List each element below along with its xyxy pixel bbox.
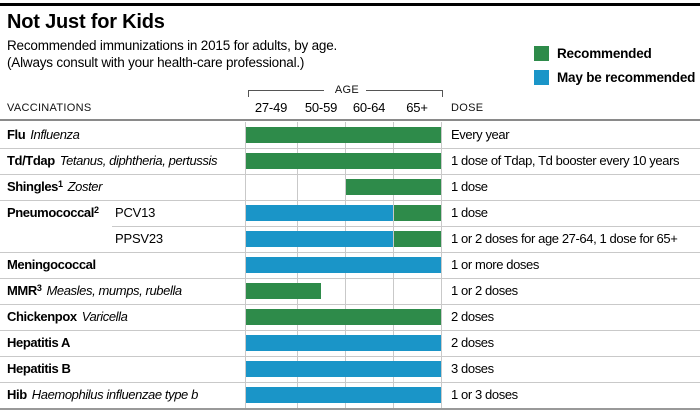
row-separator xyxy=(0,252,700,253)
dose-text: 1 or more doses xyxy=(451,257,539,272)
bottom-rule xyxy=(0,408,700,410)
vaccine-row-label: Hib Haemophilus influenzae type b xyxy=(0,382,244,408)
vaccine-scientific-name: Measles, mumps, rubella xyxy=(46,283,182,298)
may-be-recommended-bar xyxy=(246,361,441,377)
vaccine-name: Hepatitis B xyxy=(7,361,71,376)
row-separator xyxy=(0,148,700,149)
vaccinations-column-header: VACCINATIONS xyxy=(7,102,92,114)
dose-text: 1 or 3 doses xyxy=(451,387,518,402)
dose-text: 1 dose xyxy=(451,179,488,194)
header-separator xyxy=(0,119,700,121)
footnote-marker: 3 xyxy=(36,283,42,293)
vaccine-name: Shingles1 xyxy=(7,179,63,194)
dose-text: Every year xyxy=(451,127,510,142)
vaccine-scientific-name: Influenza xyxy=(30,127,80,142)
dose-text: 1 or 2 doses for age 27-64, 1 dose for 6… xyxy=(451,231,678,246)
may-be-recommended-color-swatch xyxy=(534,69,549,85)
row-separator xyxy=(0,382,700,383)
row-separator xyxy=(0,174,700,175)
vaccine-row-label: Td/Tdap Tetanus, diphtheria, pertussis xyxy=(0,148,244,174)
vaccine-row-label: Hepatitis B xyxy=(0,356,244,382)
legend: Recommended May be recommended xyxy=(534,44,695,92)
vaccine-row-label: MMR3 Measles, mumps, rubella xyxy=(0,278,244,304)
dose-column-header: DOSE xyxy=(451,102,484,114)
vaccine-sub-type-label: PCV13 xyxy=(115,205,156,220)
age-column-label: 60-64 xyxy=(352,100,386,115)
row-separator xyxy=(0,356,700,357)
age-column-label: 27-49 xyxy=(254,100,288,115)
vaccine-name: Meningococcal xyxy=(7,257,96,272)
top-rule xyxy=(0,3,700,6)
vaccine-name: Chickenpox xyxy=(7,309,77,324)
age-bracket-right-tick xyxy=(442,90,443,97)
vaccine-row-label: Hepatitis A xyxy=(0,330,244,356)
dose-text: 1 or 2 doses xyxy=(451,283,518,298)
recommended-bar xyxy=(394,231,441,247)
recommended-bar xyxy=(246,127,441,143)
vaccine-scientific-name: Haemophilus influenzae type b xyxy=(31,387,199,402)
subtitle-line-2: (Always consult with your health-care pr… xyxy=(7,55,305,70)
dose-text: 1 dose of Tdap, Td booster every 10 year… xyxy=(451,153,680,168)
footnote-marker: 2 xyxy=(93,205,99,215)
page-title: Not Just for Kids xyxy=(7,11,165,33)
vaccine-scientific-name: Tetanus, diphtheria, pertussis xyxy=(59,153,218,168)
may-be-recommended-bar xyxy=(246,387,441,403)
dose-text: 2 doses xyxy=(451,309,494,324)
recommended-bar xyxy=(246,153,441,169)
dose-text: 2 doses xyxy=(451,335,494,350)
row-separator xyxy=(112,226,700,227)
age-column-label: 50-59 xyxy=(304,100,338,115)
vaccine-sub-type-label: PPSV23 xyxy=(115,231,163,246)
vaccine-name: Hepatitis A xyxy=(7,335,71,350)
dose-text: 3 doses xyxy=(451,361,494,376)
legend-item-may-be-recommended: May be recommended xyxy=(534,68,695,86)
row-separator xyxy=(0,278,700,279)
column-grid-line xyxy=(245,122,246,408)
age-column-label: 65+ xyxy=(406,100,428,115)
row-separator xyxy=(0,330,700,331)
age-group-labels: 27-49 50-59 60-64 65+ xyxy=(0,100,700,116)
subtitle-line-1: Recommended immunizations in 2015 for ad… xyxy=(7,38,338,53)
recommended-color-swatch xyxy=(534,45,549,61)
vaccine-name: Hib xyxy=(7,387,27,402)
vaccine-row-label: Pneumococcal2 PCV13 xyxy=(0,200,244,226)
vaccine-row-label: PPSV23 xyxy=(0,226,244,252)
dose-text: 1 dose xyxy=(451,205,488,220)
vaccine-row-label: Meningococcal xyxy=(0,252,244,278)
legend-item-recommended: Recommended xyxy=(534,44,695,62)
vaccine-row-label: Flu Influenza xyxy=(0,122,244,148)
recommended-bar xyxy=(346,179,441,195)
row-separator xyxy=(0,304,700,305)
may-be-recommended-bar xyxy=(246,335,441,351)
age-bracket-right xyxy=(366,90,443,91)
vaccine-row-label: Shingles1 Zoster xyxy=(0,174,244,200)
footnote-marker: 1 xyxy=(57,179,63,189)
vaccine-scientific-name: Zoster xyxy=(67,179,103,194)
legend-label-may-be-recommended: May be recommended xyxy=(557,69,696,85)
recommended-bar xyxy=(246,309,441,325)
row-separator xyxy=(0,200,700,201)
legend-label-recommended: Recommended xyxy=(557,45,652,61)
may-be-recommended-bar xyxy=(246,257,441,273)
table-body: Flu Influenza Every year Td/Tdap Tetanus, di… xyxy=(0,122,700,408)
recommended-bar xyxy=(394,205,441,221)
vaccine-scientific-name: Varicella xyxy=(81,309,128,324)
age-column-group-header: AGE xyxy=(334,84,360,96)
vaccine-name: Td/Tdap xyxy=(7,153,55,168)
may-be-recommended-bar xyxy=(246,205,393,221)
age-bracket-left xyxy=(248,90,324,91)
vaccine-name: Flu xyxy=(7,127,26,142)
vaccine-name: Pneumococcal2 xyxy=(7,205,99,220)
vaccine-row-label: Chickenpox Varicella xyxy=(0,304,244,330)
column-grid-line xyxy=(441,122,442,408)
may-be-recommended-bar xyxy=(246,231,393,247)
vaccine-name: MMR3 xyxy=(7,283,42,298)
recommended-bar xyxy=(246,283,321,299)
age-bracket-left-tick xyxy=(248,90,249,97)
